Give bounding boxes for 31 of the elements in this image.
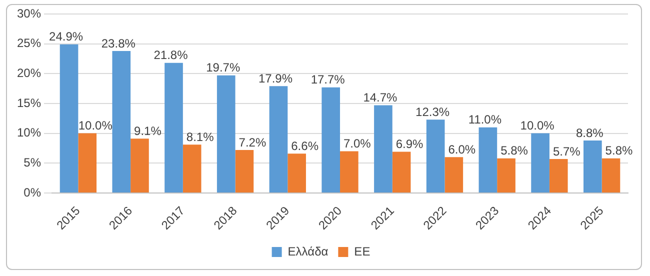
data-label: 17.7% (310, 72, 346, 87)
data-label: 10.0% (520, 118, 555, 133)
y-tick-label: 10% (16, 126, 42, 140)
data-label: 21.8% (154, 48, 188, 62)
y-tick-label: 20% (16, 66, 42, 80)
data-label: 7.2% (238, 135, 266, 150)
data-label: 19.7% (206, 60, 240, 75)
data-label: 5.7% (552, 144, 581, 158)
data-label: 7.0% (343, 136, 372, 150)
data-label: 8.1% (186, 130, 214, 144)
data-label: 12.3% (416, 104, 450, 119)
data-label: 11.0% (468, 112, 502, 127)
data-label: 14.7% (363, 90, 398, 105)
y-tick-label: 30% (16, 6, 42, 20)
data-label: 23.8% (101, 36, 136, 50)
data-label: 6.6% (291, 138, 319, 153)
legend-label: ΕΕ (354, 244, 370, 258)
data-label: 24.9% (49, 30, 84, 44)
y-tick-label: 5% (24, 155, 42, 170)
data-label: 9.1% (134, 124, 162, 138)
legend-label: Ελλάδα (288, 244, 328, 258)
y-tick-label: 25% (16, 36, 42, 50)
data-label: 17.9% (258, 71, 293, 86)
data-label: 6.9% (396, 137, 424, 152)
data-label: 10.0% (78, 118, 113, 133)
y-tick-label: 0% (24, 185, 42, 200)
data-label: 8.8% (576, 126, 604, 140)
data-label: 6.0% (448, 142, 476, 156)
data-label: 5.8% (605, 144, 633, 158)
y-tick-label: 15% (16, 96, 42, 110)
data-label: 5.8% (500, 144, 528, 158)
